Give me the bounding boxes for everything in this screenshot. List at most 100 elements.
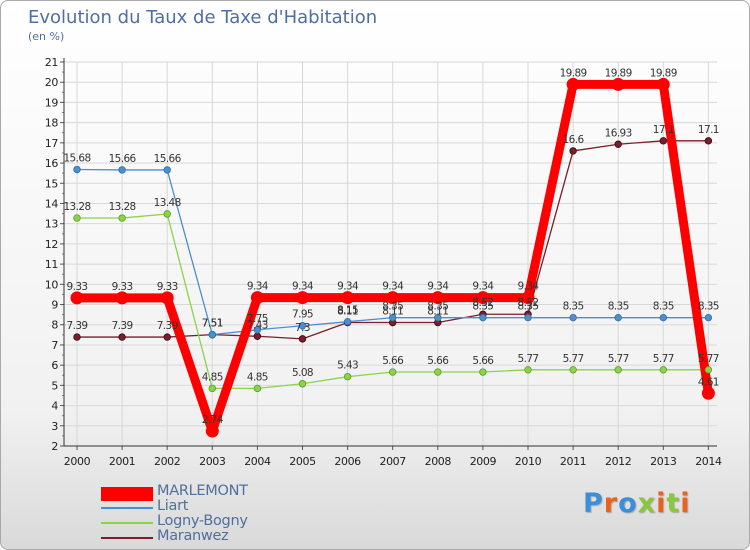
x-tick-label: 2012	[605, 455, 631, 468]
data-label-1: 8.35	[518, 301, 539, 313]
data-point-1	[253, 326, 262, 334]
y-tick-label: 18	[45, 117, 59, 130]
data-point-3	[569, 147, 577, 155]
data-point-1	[298, 322, 307, 330]
data-label-0: 2.74	[202, 414, 224, 426]
data-point-2	[704, 366, 713, 374]
data-label-1: 15.66	[154, 153, 182, 165]
data-label-1: 8.35	[472, 301, 493, 313]
data-point-1	[659, 313, 667, 322]
chart-title: Evolution du Taux de Taxe d'Habitation	[28, 7, 378, 28]
data-label-3: 7.43	[247, 319, 268, 331]
data-point-2	[208, 384, 216, 393]
x-tick-label: 2001	[109, 455, 135, 468]
data-label-2: 5.08	[292, 367, 313, 379]
data-label-3: 8.11	[427, 306, 448, 318]
data-label-2: 5.43	[337, 360, 358, 372]
x-tick-label: 2006	[334, 455, 361, 468]
data-label-0: 9.34	[427, 281, 449, 293]
data-label-1: 8.35	[382, 301, 403, 313]
data-label-3: 7.51	[202, 318, 223, 330]
y-tick-label: 8	[51, 319, 58, 332]
data-point-0	[521, 291, 535, 305]
data-point-2	[614, 366, 622, 374]
data-point-0	[296, 291, 309, 305]
data-point-1	[434, 313, 442, 322]
data-point-2	[389, 368, 397, 376]
data-label-3: 16.6	[563, 134, 585, 146]
x-tick-label: 2011	[560, 455, 586, 468]
data-label-2: 4.85	[202, 371, 223, 383]
data-label-3: 8.52	[472, 297, 493, 309]
data-point-0	[115, 291, 129, 305]
data-point-2	[253, 384, 262, 393]
data-label-1: 15.66	[109, 153, 137, 165]
data-label-0: 9.34	[247, 281, 269, 293]
data-point-1	[524, 313, 532, 322]
x-tick-label: 2002	[154, 455, 180, 468]
data-point-0	[701, 386, 715, 400]
data-point-2	[343, 372, 352, 381]
y-tick-label: 7	[51, 339, 58, 352]
data-label-2: 5.77	[518, 353, 539, 365]
data-point-0	[611, 77, 625, 91]
data-label-0: 4.61	[698, 376, 719, 388]
data-label-3: 7.39	[157, 320, 178, 332]
y-tick-label: 21	[45, 56, 58, 69]
data-label-0: 9.34	[382, 281, 404, 293]
data-label-2: 13.28	[63, 201, 90, 213]
data-point-3	[253, 332, 262, 340]
logo-letter: P	[583, 488, 604, 519]
data-point-1	[704, 313, 713, 322]
data-point-1	[163, 166, 171, 174]
logo-letter: x	[637, 488, 657, 519]
data-point-1	[569, 313, 577, 322]
data-point-3	[659, 137, 667, 145]
data-label-3: 16.93	[605, 127, 632, 139]
legend-label-3: Maranwez	[157, 528, 229, 544]
y-tick-label: 12	[45, 238, 58, 251]
y-tick-label: 20	[45, 76, 59, 89]
data-point-3	[118, 333, 126, 341]
legend-swatch-2	[101, 522, 153, 524]
y-tick-label: 14	[45, 197, 59, 210]
data-label-0: 9.33	[67, 281, 88, 293]
data-point-0	[160, 291, 174, 305]
data-label-3: 7.3	[295, 322, 310, 334]
data-label-3: 17.1	[653, 124, 674, 136]
data-label-2: 13.48	[154, 197, 181, 209]
data-point-3	[704, 137, 713, 145]
data-label-1: 8.35	[653, 301, 674, 313]
y-tick-label: 3	[51, 420, 58, 433]
data-label-0: 9.34	[472, 281, 494, 293]
data-point-1	[343, 318, 352, 326]
data-point-1	[118, 166, 126, 174]
y-tick-label: 10	[45, 278, 59, 291]
data-labels: 9.33 9.33 9.33 2.74 9.34 9.34 9.34 9.34 9.34 9.34…	[63, 67, 719, 426]
data-label-3: 8.11	[382, 306, 403, 318]
x-tick-label: 2008	[425, 455, 452, 468]
y-tick-label: 13	[45, 218, 59, 231]
proxiti-logo: Proxiti	[583, 488, 691, 519]
data-point-0	[341, 291, 355, 305]
data-label-0: 19.89	[650, 67, 677, 79]
data-point-0	[386, 291, 400, 305]
data-point-0	[70, 291, 84, 305]
legend-label-2: Logny-Bogny	[157, 513, 248, 529]
data-point-2	[73, 214, 81, 222]
data-label-2: 5.77	[563, 353, 584, 365]
data-point-2	[163, 210, 171, 218]
data-point-2	[524, 366, 532, 374]
data-label-0: 9.34	[518, 281, 540, 293]
y-tick-label: 19	[45, 96, 59, 109]
data-point-0	[250, 291, 264, 305]
data-label-2: 5.66	[427, 355, 449, 367]
y-tick-label: 9	[51, 299, 58, 312]
data-label-2: 5.77	[608, 353, 629, 365]
x-tick-label: 2000	[64, 455, 91, 468]
legend-label-0: MARLEMONT	[157, 483, 248, 499]
x-tick-label: 2014	[695, 455, 722, 468]
y-tick-label: 6	[51, 359, 58, 372]
